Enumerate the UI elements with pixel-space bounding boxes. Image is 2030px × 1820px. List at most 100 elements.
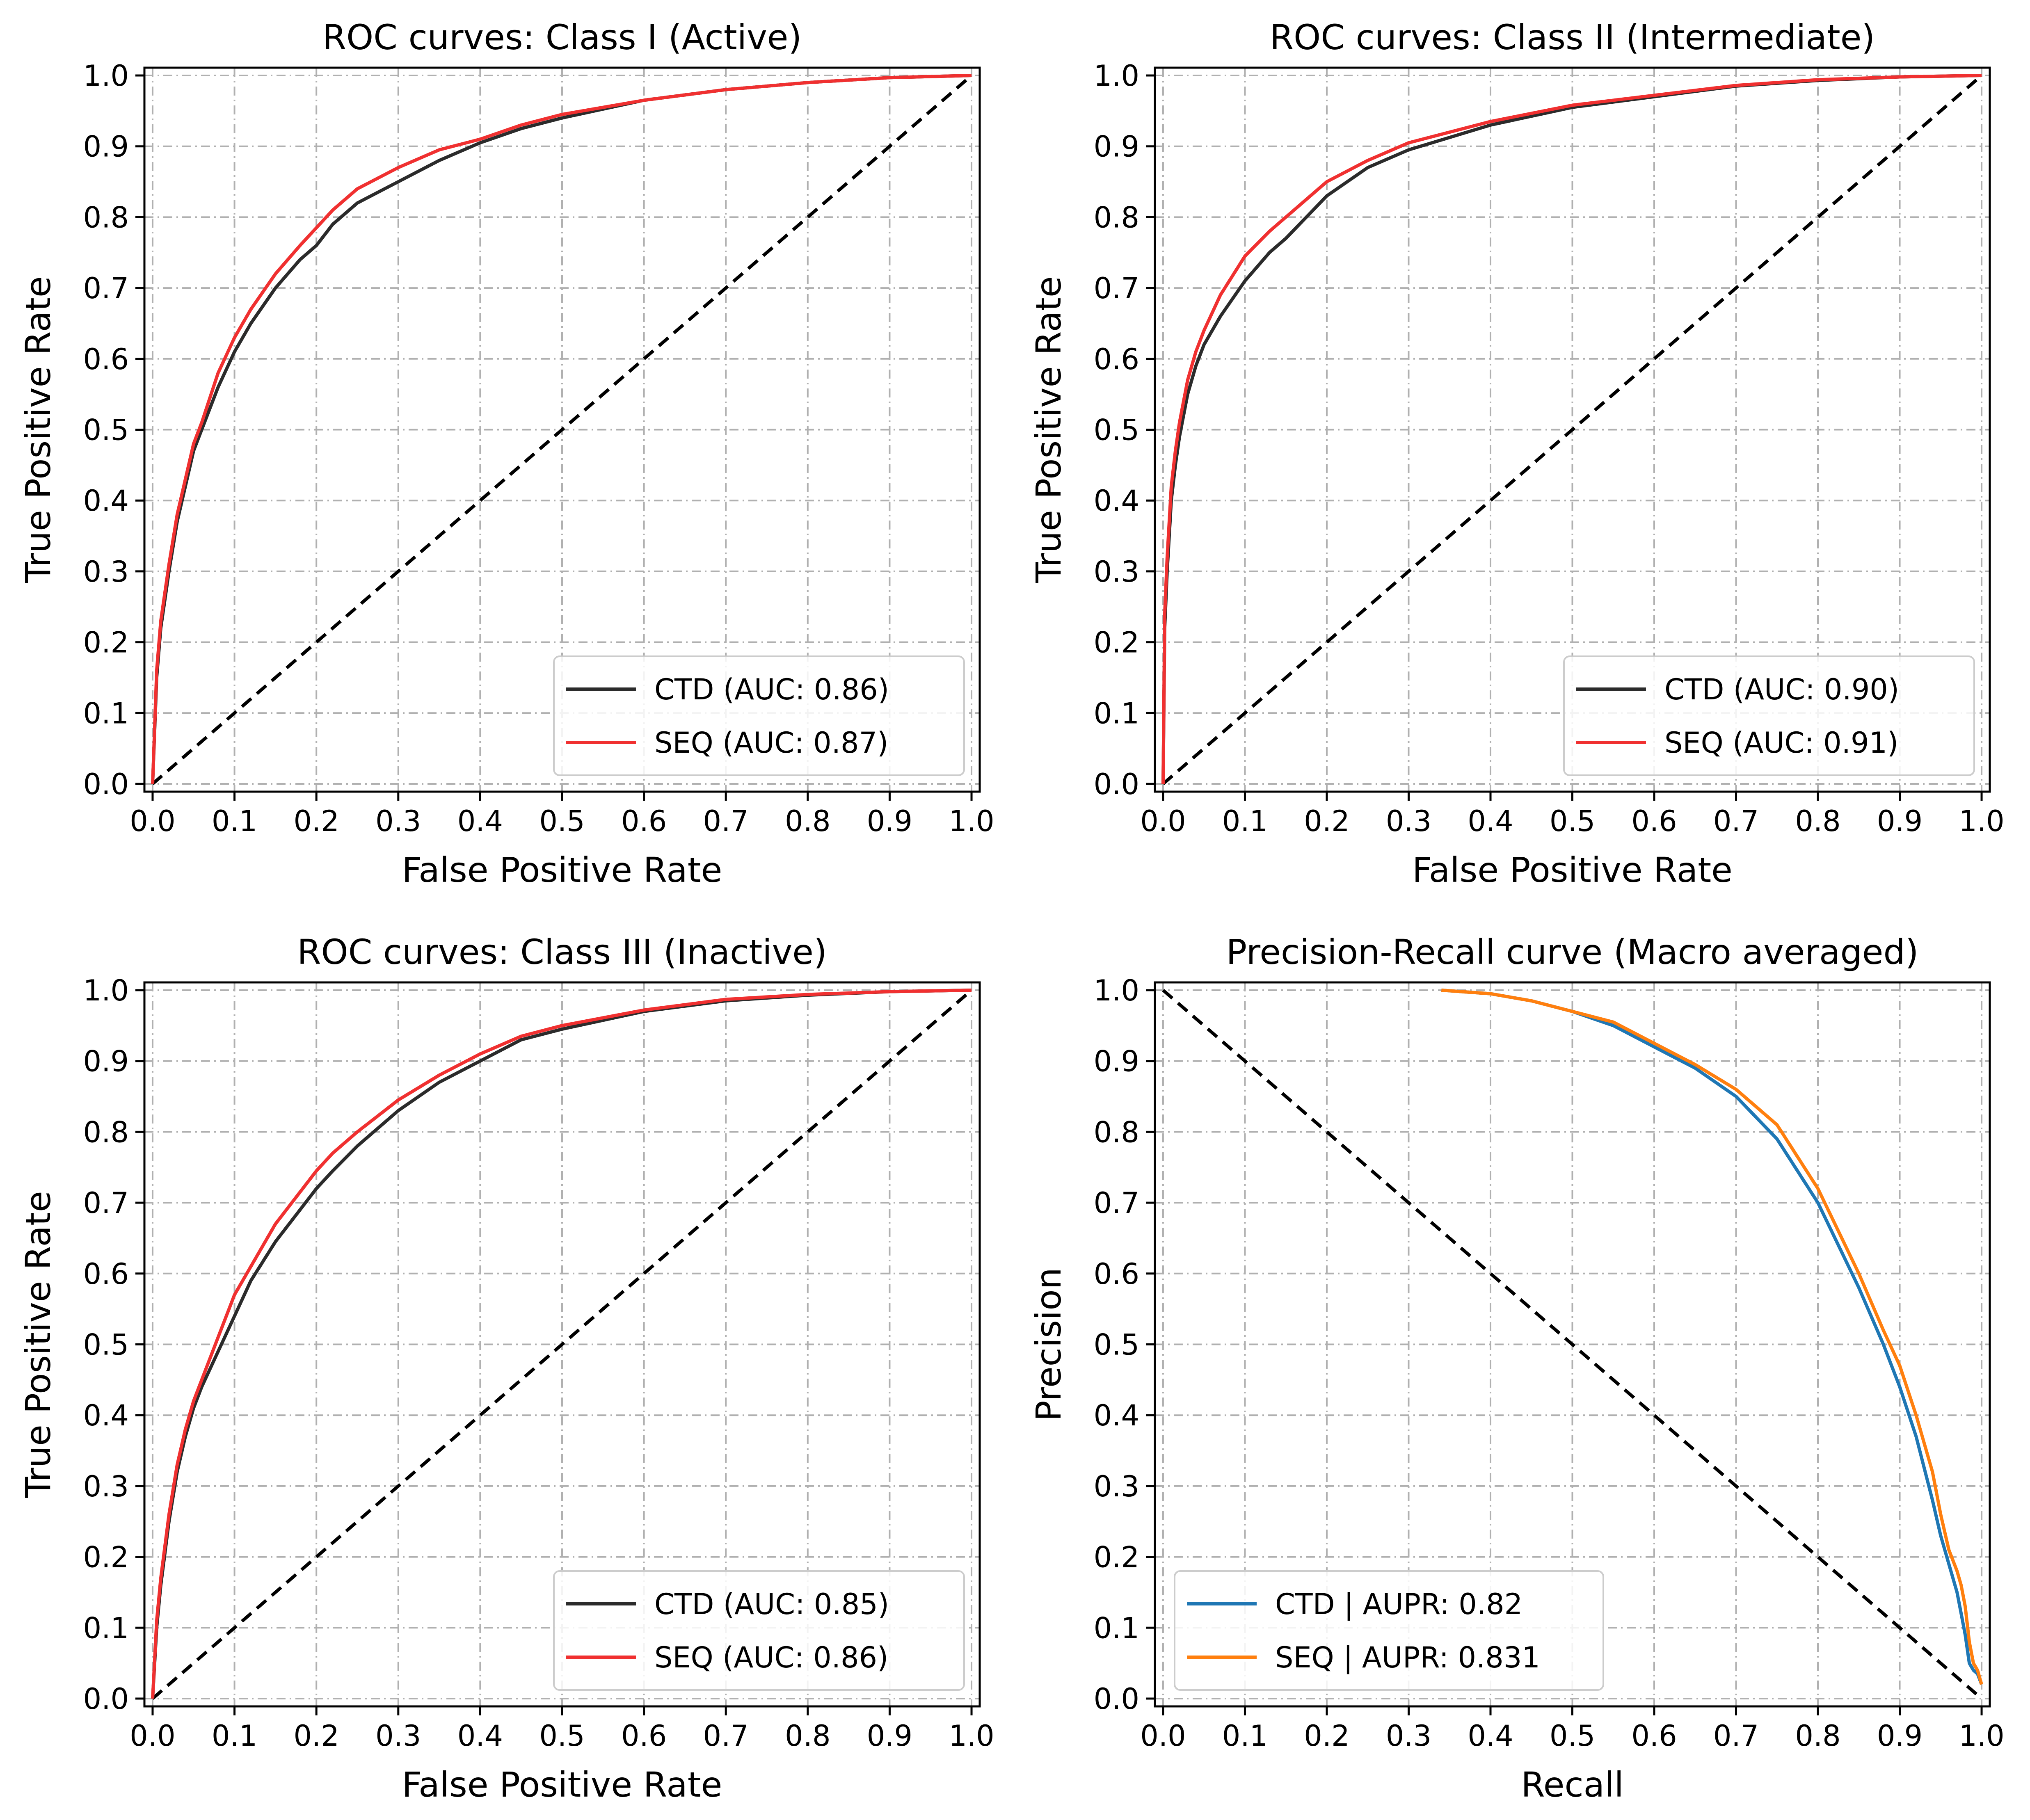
series-line-2 <box>151 74 972 784</box>
legend-box <box>1174 1570 1604 1691</box>
x-tick-label: 0.2 <box>294 804 339 838</box>
x-tick-label: 0.4 <box>1468 1719 1513 1753</box>
x-tick-label: 0.5 <box>539 804 585 838</box>
legend-label: CTD | AUPR: 0.82 <box>1275 1587 1522 1621</box>
series-line-2 <box>1441 989 1983 1685</box>
legend-label: CTD (AUC: 0.86) <box>654 673 889 706</box>
y-tick-label: 0.8 <box>1094 1115 1139 1149</box>
y-tick-label: 1.0 <box>1094 59 1139 93</box>
x-axis-label: Recall <box>1521 1765 1624 1805</box>
y-tick-label: 0.4 <box>1094 484 1139 518</box>
x-tick-label: 0.7 <box>1713 804 1759 838</box>
y-tick-label: 0.4 <box>83 484 129 518</box>
y-tick-label: 0.2 <box>1094 626 1139 660</box>
y-tick-label: 0.2 <box>1094 1541 1139 1574</box>
x-tick-label: 0.5 <box>1550 804 1595 838</box>
x-tick-label: 0.0 <box>130 1719 175 1753</box>
x-tick-label: 0.2 <box>1304 804 1349 838</box>
y-tick-label: 0.6 <box>1094 1257 1139 1291</box>
x-tick-label: 0.0 <box>1140 1719 1186 1753</box>
y-tick-label: 0.0 <box>83 1682 129 1716</box>
legend: CTD (AUC: 0.86) SEQ (AUC: 0.87) <box>553 655 965 776</box>
x-axis-label: False Positive Rate <box>402 1765 722 1805</box>
x-tick-label: 0.9 <box>867 804 912 838</box>
y-tick-label: 0.3 <box>1094 555 1139 589</box>
x-tick-label: 1.0 <box>949 804 994 838</box>
y-tick-label: 0.6 <box>83 343 129 376</box>
y-axis-label: Precision <box>1029 1267 1069 1421</box>
legend-label: SEQ | AUPR: 0.831 <box>1275 1641 1540 1674</box>
x-tick-label: 0.7 <box>1713 1719 1759 1753</box>
y-tick-label: 1.0 <box>83 59 129 93</box>
y-tick-label: 0.0 <box>1094 767 1139 801</box>
series-line-2 <box>1161 74 1982 784</box>
x-tick-label: 0.4 <box>457 1719 503 1753</box>
y-tick-label: 1.0 <box>83 974 129 1007</box>
x-tick-label: 0.0 <box>1140 804 1186 838</box>
x-axis-label: False Positive Rate <box>1412 850 1733 890</box>
legend: CTD | AUPR: 0.82 SEQ | AUPR: 0.831 <box>1174 1570 1604 1691</box>
x-tick-label: 0.2 <box>1304 1719 1349 1753</box>
series-line-2 <box>151 989 972 1699</box>
y-tick-label: 0.3 <box>83 1470 129 1503</box>
y-tick-label: 0.4 <box>1094 1399 1139 1432</box>
x-tick-label: 0.9 <box>1877 804 1923 838</box>
y-tick-label: 0.5 <box>83 1328 129 1362</box>
y-tick-label: 0.0 <box>1094 1682 1139 1716</box>
grid <box>144 982 980 1706</box>
x-axis-label: False Positive Rate <box>402 850 722 890</box>
diagonal-reference-line <box>151 74 973 786</box>
y-tick-label: 0.6 <box>83 1257 129 1291</box>
x-tick-label: 0.1 <box>212 804 257 838</box>
x-tick-label: 0.6 <box>1631 1719 1677 1753</box>
legend-box <box>553 655 965 776</box>
x-tick-label: 0.7 <box>703 1719 749 1753</box>
legend: CTD (AUC: 0.85) SEQ (AUC: 0.86) <box>553 1570 965 1691</box>
y-tick-label: 0.2 <box>83 1541 129 1574</box>
diagonal-reference-line <box>1162 74 1983 786</box>
legend-label: CTD (AUC: 0.85) <box>654 1587 889 1621</box>
legend-box <box>553 1570 965 1691</box>
y-tick-label: 0.3 <box>83 555 129 589</box>
x-tick-label: 0.5 <box>539 1719 585 1753</box>
legend-label: SEQ (AUC: 0.86) <box>654 1641 888 1674</box>
x-tick-label: 1.0 <box>1959 1719 2004 1753</box>
y-tick-label: 0.1 <box>1094 696 1139 730</box>
diagonal-reference-line <box>151 989 973 1700</box>
y-tick-label: 0.8 <box>83 1115 129 1149</box>
y-tick-label: 0.9 <box>1094 1045 1139 1078</box>
y-tick-label: 0.1 <box>83 696 129 730</box>
x-tick-label: 0.7 <box>703 804 749 838</box>
x-tick-label: 1.0 <box>1959 804 2004 838</box>
chart-panel-1: 0.0 0.1 0.2 0.3 0.4 0.5 0.6 0.7 0.8 0.9 1.0 0.0 0.1 0… <box>18 17 994 890</box>
chart-title: ROC curves: Class I (Active) <box>322 17 802 57</box>
y-tick-label: 0.3 <box>1094 1470 1139 1503</box>
x-tick-label: 0.8 <box>785 1719 830 1753</box>
chart-title: ROC curves: Class II (Intermediate) <box>1270 17 1875 57</box>
x-tick-label: 0.8 <box>1795 804 1840 838</box>
x-tick-label: 0.3 <box>1386 1719 1431 1753</box>
chart-title: ROC curves: Class III (Inactive) <box>297 932 827 972</box>
legend-box <box>1563 655 1975 776</box>
x-tick-label: 0.5 <box>1550 1719 1595 1753</box>
y-tick-label: 0.9 <box>1094 130 1139 164</box>
x-tick-label: 0.4 <box>1468 804 1513 838</box>
y-tick-label: 0.5 <box>1094 1328 1139 1362</box>
y-tick-label: 0.5 <box>1094 413 1139 447</box>
legend-label: SEQ (AUC: 0.91) <box>1664 726 1898 760</box>
x-tick-label: 0.8 <box>1795 1719 1840 1753</box>
y-tick-label: 0.5 <box>83 413 129 447</box>
x-tick-label: 0.9 <box>867 1719 912 1753</box>
y-axis-label: True Positive Rate <box>18 276 58 583</box>
legend: CTD (AUC: 0.90) SEQ (AUC: 0.91) <box>1563 655 1975 776</box>
y-tick-label: 0.0 <box>83 767 129 801</box>
x-tick-label: 0.3 <box>1386 804 1431 838</box>
y-tick-label: 0.1 <box>1094 1611 1139 1645</box>
x-tick-label: 0.2 <box>294 1719 339 1753</box>
chart-panel-4: 0.0 0.1 0.2 0.3 0.4 0.5 0.6 0.7 0.8 0.9 1.0 0.0 0.1 0… <box>1029 932 2005 1805</box>
chart-title: Precision-Recall curve (Macro averaged) <box>1226 932 1918 972</box>
x-tick-label: 0.6 <box>621 804 667 838</box>
y-tick-label: 0.9 <box>83 130 129 164</box>
y-tick-label: 0.7 <box>1094 1186 1139 1220</box>
